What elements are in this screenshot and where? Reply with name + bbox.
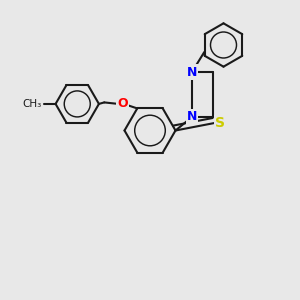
Text: N: N (187, 65, 197, 79)
Text: O: O (117, 98, 128, 110)
Text: S: S (215, 116, 225, 130)
Text: N: N (187, 110, 197, 124)
Text: CH₃: CH₃ (23, 99, 42, 109)
